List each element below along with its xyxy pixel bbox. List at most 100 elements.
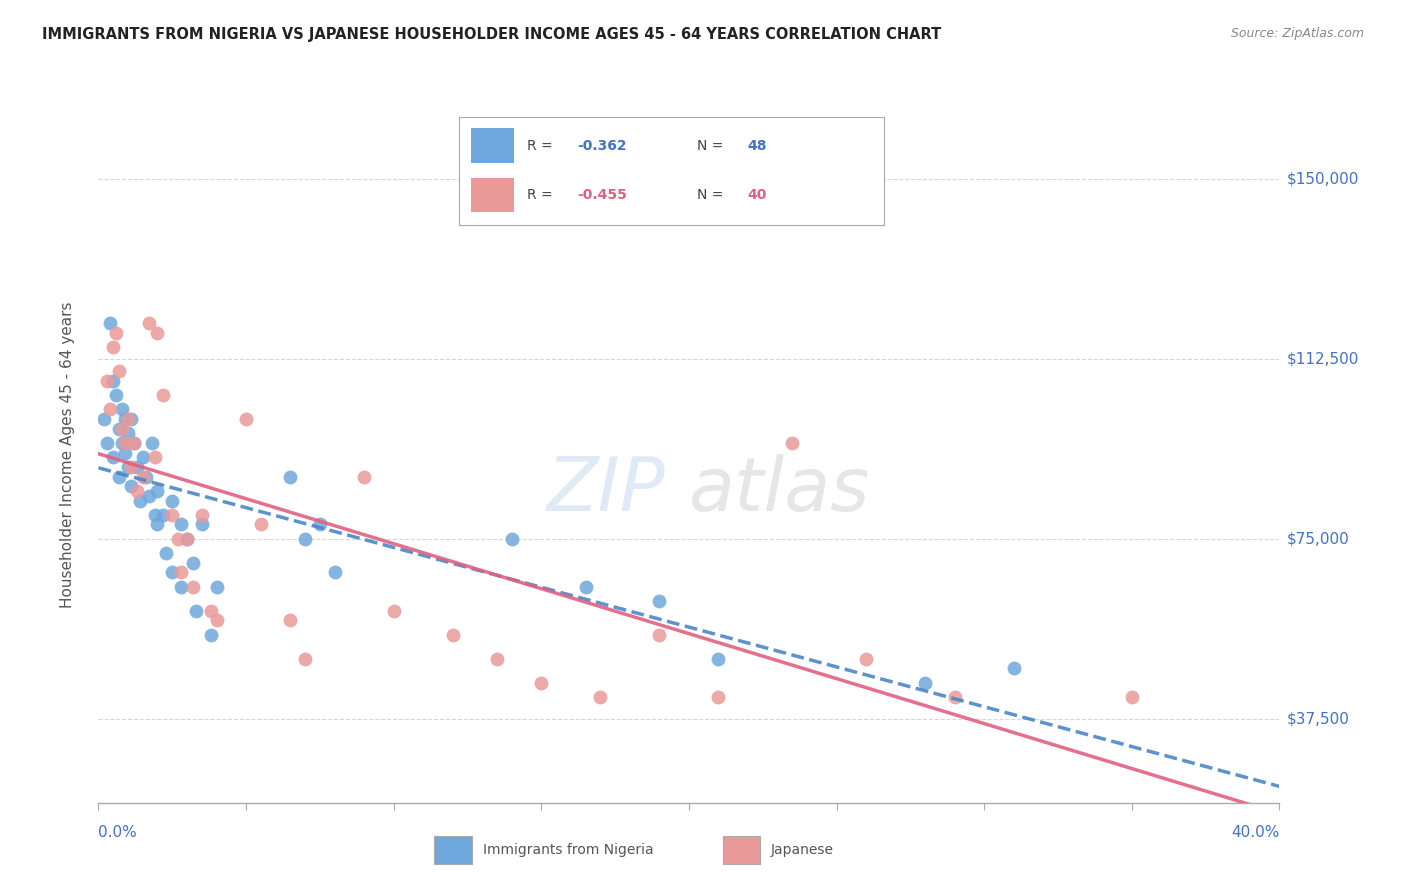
Point xyxy=(441,628,464,642)
Text: Source: ZipAtlas.com: Source: ZipAtlas.com xyxy=(1230,27,1364,40)
Point xyxy=(114,436,136,450)
Point xyxy=(98,316,121,330)
Point xyxy=(114,412,136,426)
Point xyxy=(108,469,131,483)
Point xyxy=(111,436,134,450)
Point xyxy=(146,517,169,532)
Point xyxy=(205,580,228,594)
Point xyxy=(96,374,118,388)
Point xyxy=(138,316,160,330)
Point xyxy=(486,652,509,666)
Point xyxy=(117,426,139,441)
Point xyxy=(122,436,145,450)
Point xyxy=(200,628,222,642)
Point xyxy=(648,594,671,608)
Text: 40.0%: 40.0% xyxy=(1232,825,1279,840)
Point xyxy=(170,517,193,532)
Point xyxy=(111,402,134,417)
Point xyxy=(205,614,228,628)
Point xyxy=(146,326,169,340)
Point xyxy=(782,436,804,450)
Point xyxy=(103,450,125,465)
Point xyxy=(855,652,877,666)
Point xyxy=(143,508,166,522)
Point xyxy=(184,604,207,618)
Point xyxy=(128,493,150,508)
Point xyxy=(176,532,198,546)
Point xyxy=(382,604,405,618)
Point xyxy=(501,532,523,546)
Point xyxy=(135,469,157,483)
Point xyxy=(278,614,302,628)
Text: $75,000: $75,000 xyxy=(1286,532,1350,547)
FancyBboxPatch shape xyxy=(723,836,761,863)
Point xyxy=(105,326,128,340)
Point xyxy=(170,566,193,580)
Point xyxy=(181,556,204,570)
Point xyxy=(103,374,125,388)
Point xyxy=(943,690,966,705)
Point xyxy=(152,388,174,402)
Point xyxy=(294,532,316,546)
Point xyxy=(146,483,169,498)
Point xyxy=(589,690,612,705)
Point xyxy=(323,566,346,580)
Point xyxy=(648,628,671,642)
Point xyxy=(167,532,190,546)
Point xyxy=(120,479,142,493)
Point xyxy=(1121,690,1143,705)
Point xyxy=(155,546,177,560)
Point xyxy=(707,690,730,705)
Point xyxy=(162,566,183,580)
Point xyxy=(120,459,142,474)
Point xyxy=(162,508,183,522)
Point xyxy=(278,469,302,483)
Point xyxy=(707,652,730,666)
Point xyxy=(152,508,174,522)
Point xyxy=(132,469,155,483)
Point xyxy=(530,676,553,690)
Point xyxy=(93,412,115,426)
Text: $112,500: $112,500 xyxy=(1286,351,1358,367)
Point xyxy=(108,364,131,378)
Y-axis label: Householder Income Ages 45 - 64 years: Householder Income Ages 45 - 64 years xyxy=(60,301,75,608)
Point xyxy=(294,652,316,666)
Point xyxy=(914,676,936,690)
Point xyxy=(181,580,204,594)
Point xyxy=(117,412,139,426)
Point xyxy=(250,517,273,532)
Point xyxy=(114,445,136,459)
Point xyxy=(162,493,183,508)
Text: IMMIGRANTS FROM NIGERIA VS JAPANESE HOUSEHOLDER INCOME AGES 45 - 64 YEARS CORREL: IMMIGRANTS FROM NIGERIA VS JAPANESE HOUS… xyxy=(42,27,942,42)
Point xyxy=(170,580,193,594)
Point xyxy=(574,580,596,594)
Point xyxy=(138,489,160,503)
Point xyxy=(200,604,222,618)
Point xyxy=(111,421,134,435)
Point xyxy=(235,412,257,426)
Point xyxy=(176,532,198,546)
Point xyxy=(132,450,155,465)
Text: $37,500: $37,500 xyxy=(1286,711,1350,726)
Text: $150,000: $150,000 xyxy=(1286,171,1358,186)
Point xyxy=(98,402,121,417)
Point xyxy=(191,517,214,532)
Point xyxy=(108,421,131,435)
Point xyxy=(191,508,214,522)
Text: ZIP: ZIP xyxy=(547,454,665,525)
Point xyxy=(1002,661,1025,675)
FancyBboxPatch shape xyxy=(434,836,472,863)
Text: Japanese: Japanese xyxy=(770,843,834,856)
Point xyxy=(309,517,332,532)
Text: atlas: atlas xyxy=(689,454,870,525)
Point xyxy=(125,483,148,498)
Text: Immigrants from Nigeria: Immigrants from Nigeria xyxy=(482,843,654,856)
Point xyxy=(105,388,128,402)
Point xyxy=(103,340,125,354)
Point xyxy=(141,436,163,450)
Point xyxy=(117,459,139,474)
Point xyxy=(96,436,118,450)
Point xyxy=(125,459,148,474)
Point xyxy=(143,450,166,465)
Point xyxy=(120,412,142,426)
